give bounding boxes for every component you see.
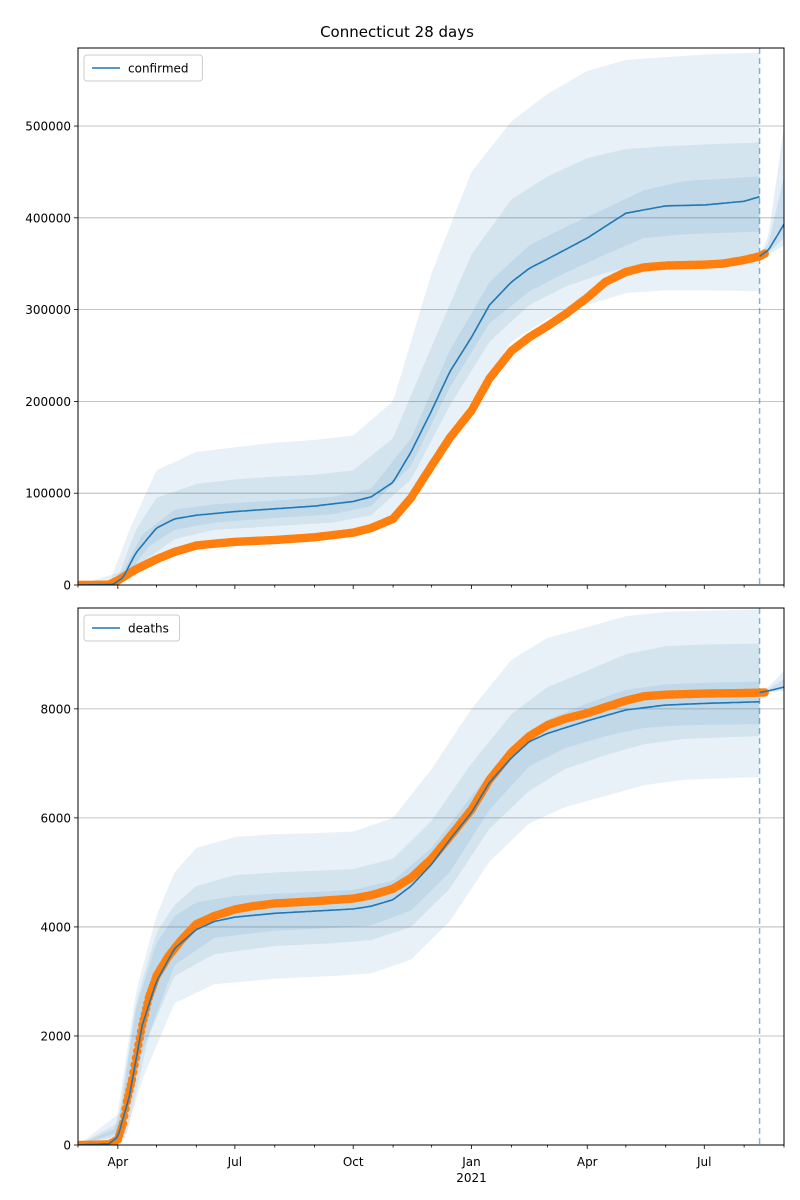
forecast-band-2 [759,176,784,257]
y-tick-label: 2000 [40,1029,71,1043]
legend-label: deaths [128,622,169,636]
confirmed-observed-series [78,249,769,585]
y-tick-label: 6000 [40,811,71,825]
y-tick-label: 4000 [40,920,71,934]
y-tick-label: 300000 [25,303,71,317]
deaths-observed-series [78,688,769,1145]
uncertainty-band-2 [78,643,760,1145]
confirmed-legend: confirmed [83,54,203,82]
x-tick-label: Jul [696,1155,711,1169]
y-tick-label: 200000 [25,395,71,409]
deaths-model-line [78,701,760,1145]
legend-box [83,614,181,642]
uncertainty-band-1 [78,52,760,585]
deaths-panel: 0 2000 4000 6000 8000 Apr Jul Oct Jan Apr Jul 2021 d… [40,607,785,1185]
uncertainty-band-3 [78,176,760,585]
x-tick-label: Oct [343,1155,364,1169]
forecast-band-1 [759,126,784,257]
x-tick-label: Jan [461,1155,481,1169]
x-tick-label: Jul [227,1155,242,1169]
x-tick-label: Apr [107,1155,128,1169]
x-year-label: 2021 [456,1171,487,1185]
confirmed-panel: 0 100000 200000 300000 400000 500000 confirmed [25,47,785,593]
y-tick-label: 400000 [25,211,71,225]
confirmed-forecast-line [759,223,784,258]
x-tick-label: Apr [577,1155,598,1169]
y-tick-label: 0 [63,1139,71,1153]
legend-label: confirmed [128,62,189,76]
y-tick-label: 0 [63,579,71,593]
chart-title: Connecticut 28 days [320,23,474,41]
deaths-legend: deaths [83,614,181,642]
confirmed-model-line [78,195,760,585]
deaths-plot-area [78,608,784,1145]
axes-frame [77,47,785,586]
legend-box [83,54,203,82]
y-tick-label: 8000 [40,702,71,716]
uncertainty-band-2 [78,142,760,585]
axes-frame [77,607,785,1146]
confirmed-plot-area [78,48,784,585]
forecast-band-1 [759,670,784,693]
y-tick-label: 500000 [25,120,71,134]
deaths-forecast-line [759,686,784,694]
y-tick-label: 100000 [25,487,71,501]
